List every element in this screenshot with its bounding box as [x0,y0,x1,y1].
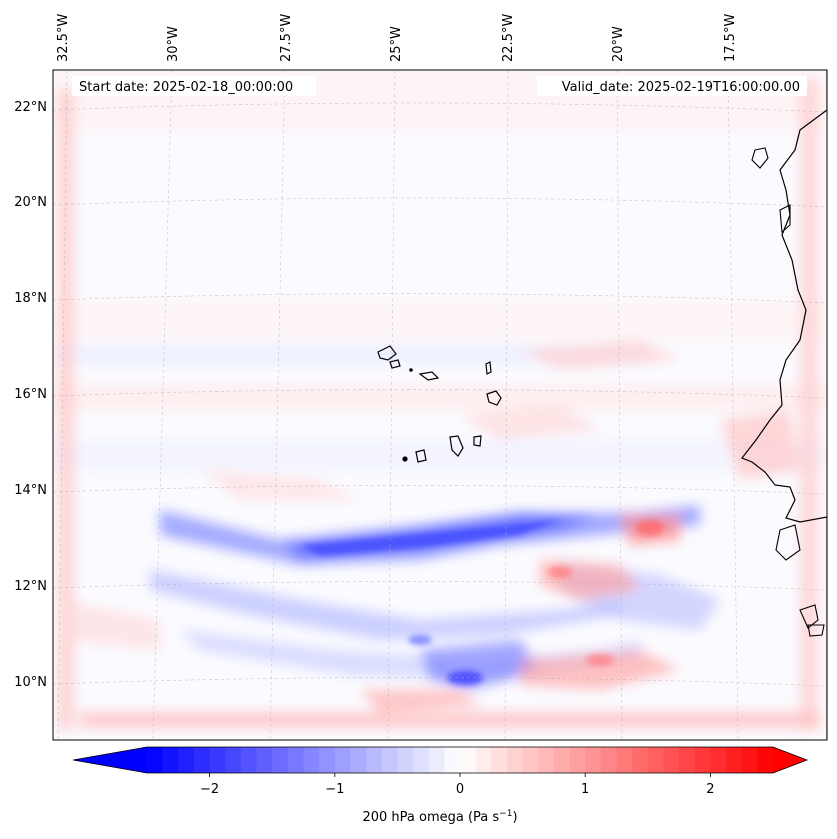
colorbar-segment [209,747,226,773]
graticule [53,70,827,740]
colorbar-segment [334,747,351,773]
colorbar-segment [741,747,758,773]
coastline [741,70,827,740]
colorbar-segment [585,747,602,773]
colorbar-segment [553,747,571,773]
coastal-islands [751,147,825,637]
colorbar-tick-label: 0 [456,782,464,797]
colorbar-segment [569,747,586,773]
colorbar-tick-label: 2 [706,782,714,797]
colorbar-segment [710,747,727,773]
colorbar-segment [428,747,445,773]
lon-label: 22.5°W [501,14,516,62]
colorbar-segment [303,747,320,773]
lat-label: 16°N [14,387,47,402]
lat-label: 22°N [14,100,47,115]
colorbar-segments [73,747,807,773]
map-panel: Start date: 2025-02-18_00:00:00 Valid_da… [53,70,827,740]
colorbar-segment [475,747,492,773]
colorbar-segment [757,747,774,773]
colorbar-segment [256,747,273,773]
colorbar-segment [600,747,617,773]
colorbar-segment [506,747,524,773]
colorbar-segment [381,747,398,773]
colorbar-segment [193,747,211,773]
colorbar-segment [522,747,539,773]
colorbar-extend-min [73,747,147,773]
colorbar: −2 −1 0 1 2 200 hPa omega (Pa s−1) [72,746,809,825]
start-date-box [72,76,316,96]
lon-label: 30°W [166,26,181,62]
lon-label: 20°W [611,26,626,62]
colorbar-segment [444,747,461,773]
lat-label: 12°N [14,579,47,594]
colorbar-segment [726,747,743,773]
colorbar-outline [72,746,809,774]
colorbar-segment [272,747,289,773]
lat-label: 20°N [14,195,47,210]
colorbar-segment [350,747,367,773]
colorbar-segment [694,747,711,773]
colorbar-segment [147,747,164,773]
colorbar-label: 200 hPa omega (Pa s−1) [362,809,517,825]
valid-date-box [537,76,807,96]
colorbar-segment [538,747,555,773]
colorbar-segment [225,747,242,773]
start-date-label: Start date: 2025-02-18_00:00:00 [79,80,293,95]
cape-verde-islands [377,345,502,463]
lon-label: 17.5°W [723,14,738,62]
colorbar-segment [616,747,633,773]
latitude-labels: 22°N 20°N 18°N 16°N 14°N 12°N 10°N [14,100,47,690]
colorbar-segment [460,747,477,773]
colorbar-segment [679,747,696,773]
colorbar-extend-max [773,747,807,773]
colorbar-segment [413,747,430,773]
colorbar-ticks: −2 −1 0 1 2 [200,773,715,797]
lon-label: 25°W [389,26,404,62]
lat-label: 14°N [14,483,47,498]
colorbar-segment [663,747,680,773]
colorbar-segment [647,747,664,773]
colorbar-segment [397,747,414,773]
colorbar-segment [287,747,304,773]
colorbar-segment [240,747,258,773]
map-frame [52,69,828,741]
colorbar-tick-label: −2 [200,782,219,797]
lat-label: 10°N [14,675,47,690]
valid-date-label: Valid_date: 2025-02-19T16:00:00.00 [562,80,800,95]
longitude-labels: 32.5°W 30°W 27.5°W 25°W 22.5°W 20°W 17.5°W [56,14,738,62]
lon-label: 27.5°W [279,14,294,62]
colorbar-segment [491,747,508,773]
colorbar-tick-label: −1 [325,782,344,797]
colorbar-segment [162,747,179,773]
colorbar-segment [366,747,383,773]
lon-label: 32.5°W [56,14,71,62]
colorbar-tick-label: 1 [581,782,589,797]
colorbar-segment [319,747,336,773]
colorbar-segment [178,747,195,773]
colorbar-segment [632,747,649,773]
lat-label: 18°N [14,291,47,306]
